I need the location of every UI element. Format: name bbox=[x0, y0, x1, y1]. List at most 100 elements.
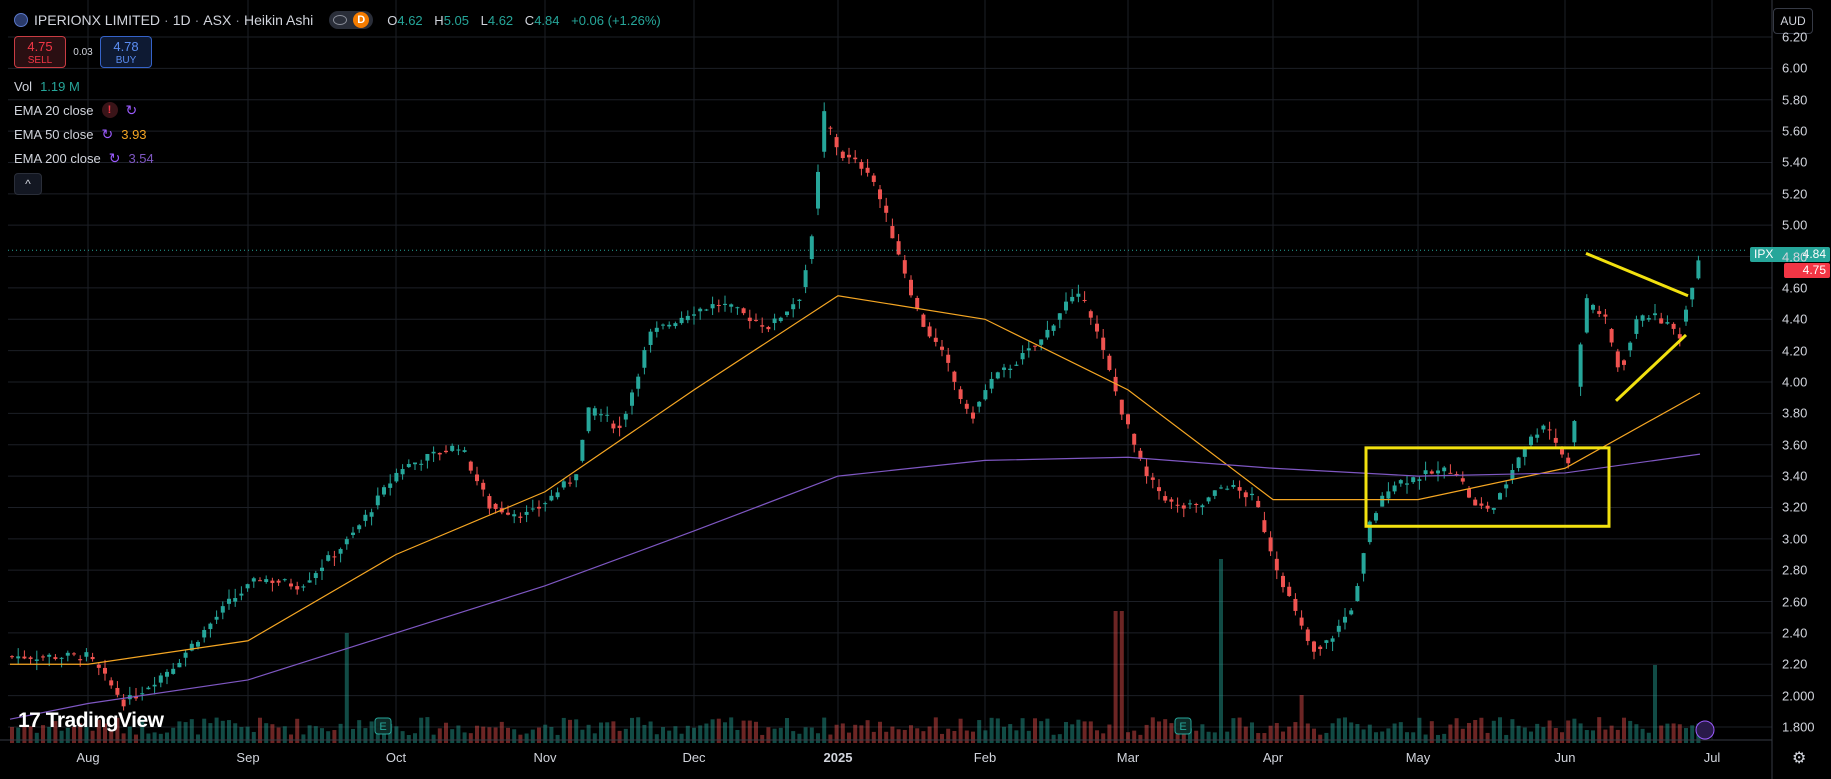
volume-bar bbox=[816, 733, 820, 743]
volume-bar bbox=[1659, 725, 1664, 743]
ema200-indicator[interactable]: EMA 200 close ↻ 3.54 bbox=[14, 149, 154, 166]
candle-body bbox=[1566, 457, 1571, 464]
candle-body bbox=[357, 525, 362, 530]
candle-body bbox=[307, 580, 312, 583]
candle-body bbox=[344, 539, 349, 545]
visibility-pill[interactable]: D bbox=[329, 11, 374, 29]
collapse-legend-button[interactable]: ^ bbox=[14, 173, 42, 195]
volume-bar bbox=[1640, 728, 1645, 743]
candle-body bbox=[264, 579, 269, 583]
volume-bar bbox=[1677, 724, 1682, 743]
candle-body bbox=[884, 205, 889, 213]
volume-bar bbox=[1312, 728, 1316, 743]
currency-selector[interactable]: AUD bbox=[1773, 8, 1813, 34]
candle-body bbox=[871, 175, 876, 182]
gear-icon[interactable]: ⚙ bbox=[1792, 750, 1807, 767]
candle-body bbox=[1336, 625, 1341, 632]
candle-body bbox=[723, 303, 727, 305]
volume-bar bbox=[158, 733, 163, 743]
sell-button[interactable]: 4.75 SELL bbox=[14, 36, 66, 68]
eye-icon[interactable] bbox=[333, 15, 348, 25]
candle-body bbox=[208, 623, 213, 630]
candle-body bbox=[1299, 617, 1304, 626]
candle-body bbox=[1541, 425, 1546, 430]
volume-bar bbox=[1330, 723, 1335, 743]
volume-bar bbox=[264, 723, 269, 743]
candle-body bbox=[1188, 503, 1192, 505]
volume-bar bbox=[617, 730, 622, 743]
volume-bar bbox=[1101, 733, 1106, 743]
volume-bar bbox=[1454, 718, 1459, 743]
candle-body bbox=[202, 630, 207, 638]
interval[interactable]: 1D bbox=[172, 12, 191, 28]
price-tick-label: 2.000 bbox=[1782, 688, 1815, 704]
price-tick-label: 5.60 bbox=[1782, 123, 1808, 139]
volume-bar bbox=[475, 725, 479, 743]
candle-body bbox=[1219, 487, 1223, 489]
volume-bar bbox=[555, 734, 560, 743]
candle-body bbox=[623, 413, 628, 420]
volume-bar bbox=[1405, 732, 1409, 743]
volume-bar bbox=[1250, 722, 1254, 743]
candle-body bbox=[134, 696, 138, 699]
volume-bar bbox=[245, 726, 250, 743]
price-tick-label: 2.80 bbox=[1782, 562, 1808, 578]
candle-body bbox=[1206, 497, 1211, 502]
volume-bar bbox=[1150, 717, 1155, 743]
buy-button[interactable]: 4.78 BUY bbox=[100, 36, 152, 68]
volume-bar bbox=[196, 734, 200, 743]
candle-body bbox=[462, 450, 467, 452]
volume-bar bbox=[1088, 721, 1093, 743]
symbol-name[interactable]: IPERIONX LIMITED bbox=[34, 12, 161, 28]
candle-body bbox=[896, 241, 901, 255]
volume-bar bbox=[673, 726, 678, 743]
volume-bar bbox=[822, 717, 827, 743]
candle-body bbox=[72, 653, 76, 655]
volume-bar bbox=[772, 728, 777, 743]
price-tick-label: 4.80 bbox=[1782, 249, 1808, 265]
tradingview-logo[interactable]: 17 TradingView bbox=[18, 709, 164, 733]
volume-bar bbox=[369, 721, 374, 743]
candle-body bbox=[568, 482, 572, 484]
spread-value: 0.03 bbox=[73, 46, 93, 58]
ema20-indicator[interactable]: EMA 20 close ! ↻ bbox=[14, 101, 138, 118]
volume-bar bbox=[425, 717, 430, 743]
volume-bar bbox=[927, 726, 932, 743]
time-tick-label: Aug bbox=[76, 750, 100, 765]
candle-body bbox=[809, 236, 814, 260]
candle-body bbox=[797, 299, 802, 301]
candle-body bbox=[1150, 477, 1155, 480]
close-value: 4.84 bbox=[534, 12, 560, 28]
loading-icon: ↻ bbox=[108, 149, 121, 166]
volume-bar bbox=[1169, 723, 1174, 743]
candle-body bbox=[1101, 337, 1106, 350]
volume-bar bbox=[971, 731, 975, 743]
volume-bar bbox=[1516, 725, 1521, 743]
logo-text: TradingView bbox=[45, 709, 164, 732]
volume-bar bbox=[592, 733, 597, 743]
candle-body bbox=[1026, 348, 1031, 351]
candle-body bbox=[1479, 503, 1484, 506]
volume-bar bbox=[506, 727, 510, 743]
candle-body bbox=[183, 652, 188, 658]
volume-bar bbox=[605, 722, 610, 743]
volume-bar bbox=[747, 720, 752, 743]
volume-bar bbox=[1113, 611, 1118, 743]
volume-bar bbox=[847, 732, 851, 743]
warning-icon[interactable]: ! bbox=[101, 102, 118, 118]
volume-bar bbox=[1107, 724, 1112, 743]
volume-bar bbox=[431, 734, 436, 743]
ema50-indicator[interactable]: EMA 50 close ↻ 3.93 bbox=[14, 125, 147, 142]
candle-body bbox=[1225, 488, 1230, 490]
volume-bar bbox=[1665, 723, 1670, 743]
volume-bar bbox=[1281, 731, 1285, 743]
open-value: 4.62 bbox=[397, 12, 423, 28]
candle-body bbox=[177, 662, 182, 668]
volume-bar bbox=[915, 728, 920, 743]
candle-body bbox=[1603, 314, 1608, 317]
volume-indicator[interactable]: Vol 1.19 M bbox=[14, 78, 80, 94]
candle-body bbox=[1467, 488, 1471, 498]
price-tick-label: 5.80 bbox=[1782, 92, 1808, 108]
candle-body bbox=[227, 598, 231, 604]
